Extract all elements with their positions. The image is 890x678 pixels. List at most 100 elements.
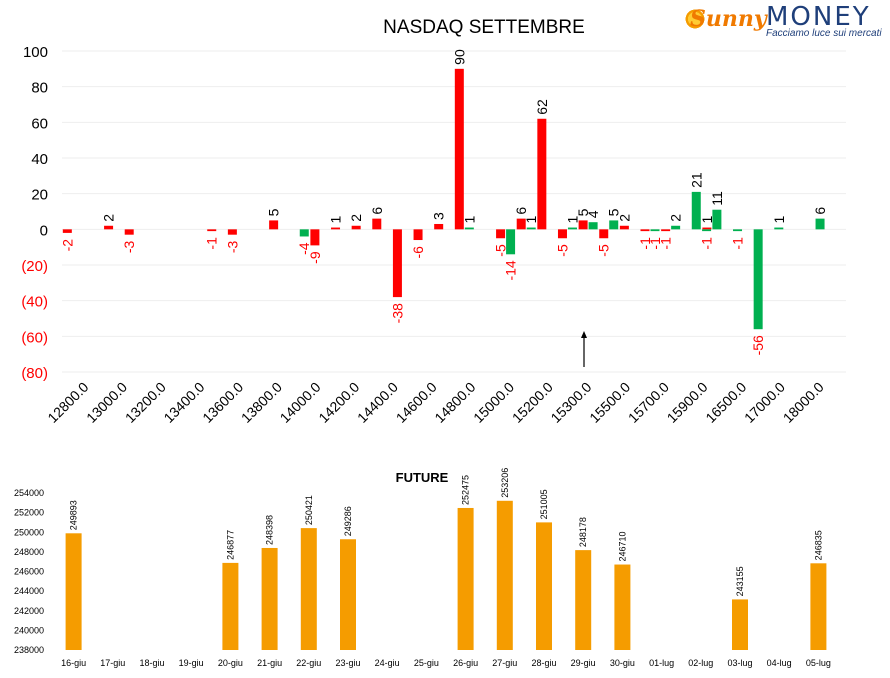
x-tick-label: 14400.0 — [354, 379, 401, 426]
data-label: 252475 — [461, 475, 471, 505]
bar — [815, 218, 825, 230]
x-tick-label: 13400.0 — [160, 379, 207, 426]
x-tick-label: 03-lug — [727, 658, 752, 668]
sun-icon — [684, 8, 706, 30]
logo: Sunny MONEY Facciamo luce sui mercati — [682, 2, 882, 42]
data-label: -3 — [121, 240, 137, 253]
data-label: 6 — [812, 207, 828, 215]
x-tick-label: 13600.0 — [199, 379, 246, 426]
data-label: 5 — [266, 208, 282, 216]
bar — [753, 229, 763, 330]
bar — [810, 563, 827, 650]
x-tick-label: 15200.0 — [509, 379, 556, 426]
bar — [516, 218, 526, 230]
data-label: 90 — [451, 49, 467, 65]
bar — [702, 227, 712, 230]
y-tick-label: (60) — [21, 329, 48, 346]
bar — [310, 229, 320, 246]
bar — [702, 229, 712, 232]
data-label: 246835 — [813, 530, 823, 560]
y-tick-label: 238000 — [14, 645, 44, 655]
bar — [222, 562, 239, 650]
data-label: -56 — [750, 335, 766, 355]
data-label: 1 — [461, 216, 477, 224]
data-label: 1 — [771, 216, 787, 224]
y-tick-label: 250000 — [14, 527, 44, 537]
x-tick-label: 15000.0 — [470, 379, 517, 426]
x-tick-label: 12800.0 — [44, 379, 91, 426]
y-tick-label: 100 — [23, 44, 48, 61]
data-label: -6 — [410, 246, 426, 259]
bar — [588, 222, 598, 230]
nasdaq-chart: 100 80 60 40 20 0 (20) (40) (60) (80)12800.013000… — [21, 44, 846, 426]
x-tick-label: 30-giu — [610, 658, 635, 668]
x-tick-label: 25-giu — [414, 658, 439, 668]
x-tick-label: 14000.0 — [277, 379, 324, 426]
data-label: 248398 — [265, 515, 275, 545]
x-tick-label: 13800.0 — [238, 379, 285, 426]
data-label: 1 — [328, 216, 344, 224]
data-label: -1 — [647, 237, 663, 250]
x-tick-label: 14200.0 — [315, 379, 362, 426]
bar — [537, 118, 547, 230]
x-tick-label: 16-giu — [61, 658, 86, 668]
bar — [457, 507, 474, 650]
x-tick-label: 21-giu — [257, 658, 282, 668]
bar — [454, 68, 464, 230]
bar — [671, 225, 681, 230]
bar — [496, 500, 513, 650]
x-tick-label: 18-giu — [139, 658, 164, 668]
bar — [733, 229, 743, 232]
x-tick-label: 14800.0 — [431, 379, 478, 426]
bar — [557, 229, 567, 239]
data-label: -5 — [554, 244, 570, 257]
x-tick-label: 16500.0 — [702, 379, 749, 426]
x-tick-label: 17000.0 — [741, 379, 788, 426]
data-label: -5 — [596, 244, 612, 257]
data-label: -1 — [699, 237, 715, 250]
x-tick-label: 18000.0 — [780, 379, 827, 426]
bar — [351, 225, 361, 230]
future-chart: 254000 252000 250000 248000 246000 244000 2420… — [14, 468, 831, 668]
bar — [619, 225, 629, 230]
x-tick-label: 13000.0 — [83, 379, 130, 426]
y-tick-label: 242000 — [14, 606, 44, 616]
bar — [691, 191, 701, 230]
y-tick-label: 254000 — [14, 488, 44, 498]
data-label: 1 — [699, 216, 715, 224]
data-label: 5 — [575, 208, 591, 216]
bar — [578, 220, 588, 230]
data-label: 21 — [688, 172, 704, 188]
logo-brand-a: Sunny — [690, 6, 767, 32]
data-label: -9 — [307, 251, 323, 264]
data-label: -1 — [637, 237, 653, 250]
data-label: 5 — [606, 208, 622, 216]
bar — [496, 229, 506, 239]
data-label: -14 — [503, 260, 519, 280]
bar — [392, 229, 402, 298]
x-tick-label: 01-lug — [649, 658, 674, 668]
bar — [434, 223, 444, 230]
bar — [712, 209, 722, 230]
x-tick-label: 13200.0 — [122, 379, 169, 426]
x-tick-label: 05-lug — [806, 658, 831, 668]
bar — [464, 227, 474, 230]
data-label: 2 — [616, 214, 632, 222]
y-tick-label: 40 — [31, 151, 48, 168]
data-label: 243155 — [735, 566, 745, 596]
data-label: 251005 — [539, 489, 549, 519]
y-tick-label: (20) — [21, 258, 48, 275]
x-tick-label: 15700.0 — [625, 379, 672, 426]
data-label: 2 — [101, 214, 117, 222]
data-label: 6 — [369, 207, 385, 215]
x-tick-label: 15900.0 — [664, 379, 711, 426]
bar — [104, 225, 114, 230]
bar — [774, 227, 784, 230]
bar — [299, 229, 309, 237]
y-tick-label: 80 — [31, 80, 48, 97]
bar — [732, 599, 748, 650]
chart-title-nasdaq: NASDAQ SETTEMBRE — [383, 17, 585, 38]
data-label: -4 — [296, 242, 312, 255]
data-label: 249286 — [343, 506, 353, 536]
